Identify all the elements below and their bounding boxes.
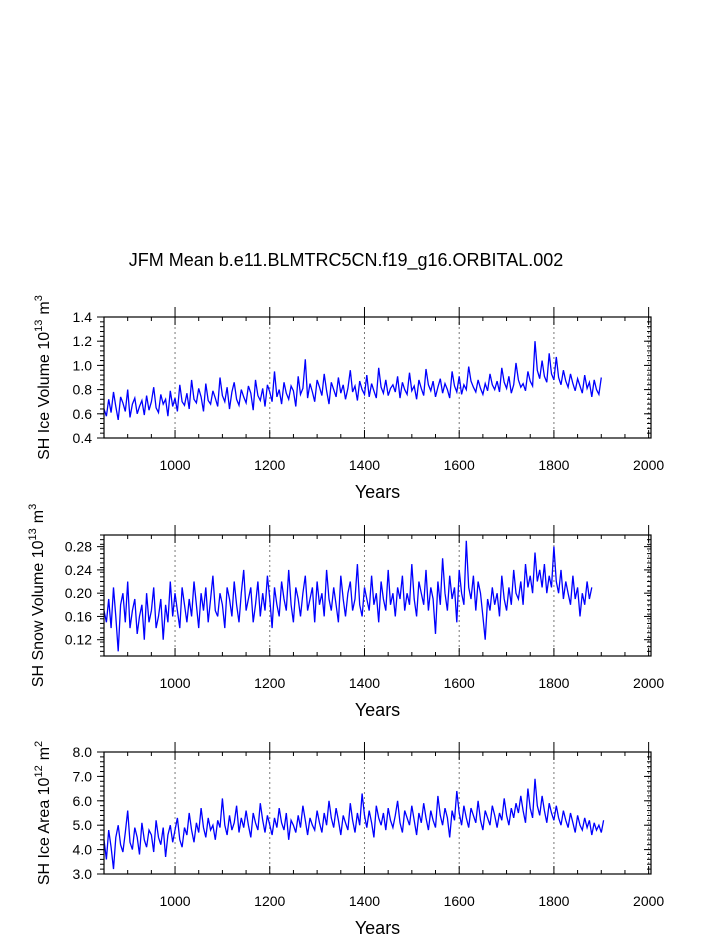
y-axis-label-exponent: 13 xyxy=(27,528,39,540)
y-axis-label-exponent: 12 xyxy=(33,765,45,777)
x-tick-label: 1400 xyxy=(349,675,380,691)
x-tick-label: 1600 xyxy=(444,893,475,909)
plot-frame xyxy=(103,751,652,875)
y-tick-label: 5.0 xyxy=(73,817,93,833)
y-tick-label: 0.20 xyxy=(65,585,92,601)
y-axis-label-unit: m xyxy=(36,747,53,760)
y-axis-label-unit: m xyxy=(36,301,53,314)
x-axis-label: Years xyxy=(355,700,400,720)
x-tick-label: 1600 xyxy=(444,675,475,691)
y-tick-label: 0.16 xyxy=(65,608,92,624)
x-tick-label: 1200 xyxy=(254,675,285,691)
y-axis-label-unit: m xyxy=(30,510,47,523)
y-tick-label: 1.4 xyxy=(73,309,93,325)
x-tick-label: 2000 xyxy=(633,893,664,909)
y-axis-label: SH Ice Area 1012 m2 xyxy=(33,741,53,885)
y-axis-label: SH Ice Volume 1013 m3 xyxy=(33,295,53,460)
y-axis-label-main: SH Ice Area 10 xyxy=(36,777,53,885)
y-tick-label: 0.8 xyxy=(73,382,93,398)
x-tick-label: 1000 xyxy=(159,675,190,691)
x-axis-label: Years xyxy=(355,482,400,502)
x-tick-label: 1400 xyxy=(349,893,380,909)
x-tick-label: 1800 xyxy=(538,457,569,473)
x-tick-label: 1200 xyxy=(254,457,285,473)
y-tick-label: 6.0 xyxy=(73,793,93,809)
y-axis-label-unit-exponent: 3 xyxy=(33,295,45,301)
y-axis-label-unit-exponent: 3 xyxy=(27,504,39,510)
figure-title: JFM Mean b.e11.BLMTRC5CN.f19_g16.ORBITAL… xyxy=(129,250,564,271)
y-tick-label: 0.28 xyxy=(65,539,92,555)
y-tick-label: 7.0 xyxy=(73,768,93,784)
x-tick-label: 1400 xyxy=(349,457,380,473)
x-tick-label: 1800 xyxy=(538,675,569,691)
series-line-ice-volume xyxy=(103,341,602,421)
y-axis-label: SH Snow Volume 1013 m3 xyxy=(27,504,47,687)
x-axis-label: Years xyxy=(355,918,400,935)
plot-frame xyxy=(103,316,652,439)
panel-ice-volume: 1000 1200 1400 1600 1800 2000 0.4 0.6 0.8 1.0 1.2 1… xyxy=(33,295,664,502)
y-axis-label-unit-exponent: 2 xyxy=(33,741,45,747)
series-line-snow-volume xyxy=(103,540,593,652)
y-tick-label: 4.0 xyxy=(73,842,93,858)
y-tick-label: 1.2 xyxy=(73,333,93,349)
x-tick-label: 1200 xyxy=(254,893,285,909)
x-tick-label: 1800 xyxy=(538,893,569,909)
x-tick-label: 2000 xyxy=(633,675,664,691)
series-line-ice-area xyxy=(103,778,605,870)
x-tick-label: 1000 xyxy=(159,457,190,473)
y-tick-label: 8.0 xyxy=(73,744,93,760)
y-axis-label-main: SH Snow Volume 10 xyxy=(30,540,47,687)
panel-snow-volume: 1000 1200 1400 1600 1800 2000 0.12 0.16 0.20 0.24… xyxy=(27,504,664,720)
x-tick-label: 1000 xyxy=(159,893,190,909)
y-tick-label: 0.6 xyxy=(73,406,93,422)
panel-ice-area: 1000 1200 1400 1600 1800 2000 3.0 4.0 5.0 6.0 7.0 8… xyxy=(33,741,664,935)
x-tick-label: 1600 xyxy=(444,457,475,473)
y-axis-label-exponent: 13 xyxy=(33,320,45,332)
chart-panels: 1000 1200 1400 1600 1800 2000 0.4 0.6 0.8 1.0 1.2 1… xyxy=(27,295,664,935)
y-tick-label: 0.12 xyxy=(65,632,92,648)
y-tick-label: 1.0 xyxy=(73,357,93,373)
y-tick-label: 3.0 xyxy=(73,866,93,882)
y-tick-label: 0.4 xyxy=(73,430,93,446)
y-tick-label: 0.24 xyxy=(65,562,92,578)
y-axis-label-main: SH Ice Volume 10 xyxy=(36,332,53,460)
x-tick-label: 2000 xyxy=(633,457,664,473)
